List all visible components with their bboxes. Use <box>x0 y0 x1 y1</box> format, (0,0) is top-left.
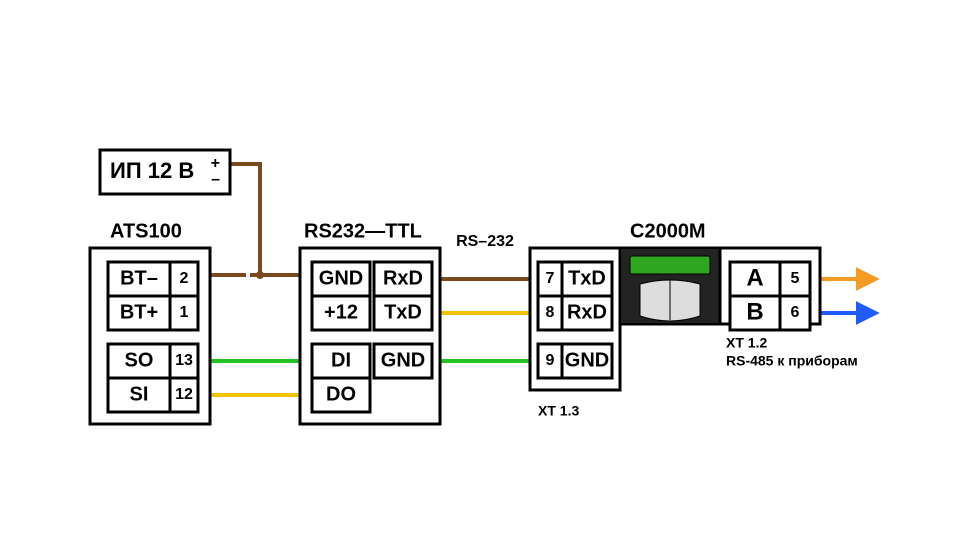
svg-text:RS-485 к приборам: RS-485 к приборам <box>726 353 858 369</box>
svg-text:12: 12 <box>175 386 193 403</box>
svg-text:6: 6 <box>791 304 800 321</box>
svg-text:BT–: BT– <box>120 267 158 289</box>
svg-text:SI: SI <box>130 383 149 405</box>
svg-text:1: 1 <box>180 304 189 321</box>
svg-text:TxD: TxD <box>384 301 422 323</box>
svg-text:+: + <box>211 155 220 172</box>
svg-text:8: 8 <box>546 304 555 321</box>
svg-text:С2000М: С2000М <box>630 220 706 242</box>
svg-text:+12: +12 <box>324 301 358 323</box>
svg-text:DI: DI <box>331 349 351 371</box>
svg-text:RS232—TTL: RS232—TTL <box>304 220 422 242</box>
svg-text:BT+: BT+ <box>120 301 158 323</box>
svg-text:ATS100: ATS100 <box>110 220 182 242</box>
svg-text:9: 9 <box>546 352 555 369</box>
svg-text:RxD: RxD <box>567 301 607 323</box>
svg-text:GND: GND <box>565 349 609 371</box>
svg-text:SO: SO <box>125 349 154 371</box>
svg-text:13: 13 <box>175 352 193 369</box>
svg-text:5: 5 <box>791 270 800 287</box>
svg-text:RxD: RxD <box>383 267 423 289</box>
svg-text:XT 1.2: XT 1.2 <box>726 335 767 351</box>
svg-text:A: A <box>746 264 763 291</box>
svg-text:RS–232: RS–232 <box>456 233 514 250</box>
svg-text:ИП 12 В: ИП 12 В <box>110 158 194 183</box>
svg-text:2: 2 <box>180 270 189 287</box>
svg-text:–: – <box>211 171 220 188</box>
svg-text:GND: GND <box>319 267 363 289</box>
svg-text:XT 1.3: XT 1.3 <box>538 403 579 419</box>
svg-text:7: 7 <box>546 270 555 287</box>
svg-text:TxD: TxD <box>568 267 606 289</box>
svg-text:GND: GND <box>381 349 425 371</box>
svg-text:B: B <box>746 298 763 325</box>
svg-text:DO: DO <box>326 383 356 405</box>
